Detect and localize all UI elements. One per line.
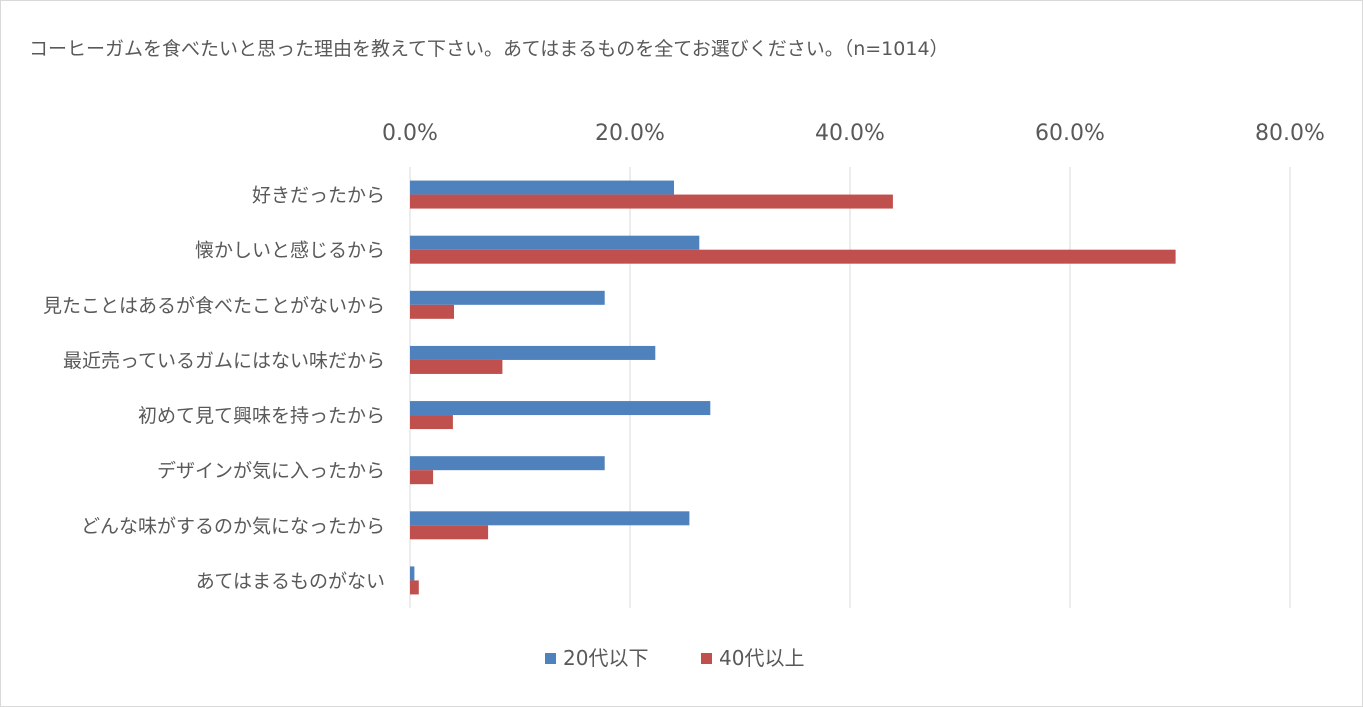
bar-series-1 — [410, 290, 605, 305]
legend: 20代以下 40代以上 — [545, 646, 804, 670]
bar-series-1 — [410, 511, 690, 526]
legend-label: 40代以上 — [719, 646, 804, 670]
bar-series-1 — [410, 456, 605, 471]
bar-series-2 — [410, 415, 453, 430]
category-labels: 好きだったから懐かしいと感じるから見たことはあるが食べたことがないから最近売って… — [43, 185, 385, 593]
chart-title: コーヒーガムを食べたいと思った理由を教えて下さい。あてはまるものを全てお選びくだ… — [29, 38, 949, 60]
category-label: 初めて見て興味を持ったから — [138, 405, 385, 427]
bar-series-2 — [410, 525, 489, 540]
bar-series-2 — [410, 470, 434, 485]
bar-series-1 — [410, 235, 700, 250]
category-label: どんな味がするのか気になったから — [81, 515, 385, 537]
category-label: 見たことはあるが食べたことがないから — [43, 295, 385, 317]
category-label: デザインが気に入ったから — [157, 460, 385, 482]
bar-series-1 — [410, 180, 674, 195]
bar-series-2 — [410, 249, 1176, 264]
legend-swatch — [545, 653, 556, 664]
bar-series-2 — [410, 580, 419, 595]
x-tick-label: 40.0% — [815, 121, 885, 146]
category-label: 好きだったから — [252, 185, 385, 207]
gridlines — [409, 167, 1291, 608]
bar-series-1 — [410, 401, 711, 416]
legend-swatch — [701, 653, 712, 664]
category-label: 懐かしいと感じるから — [195, 240, 385, 262]
category-label: あてはまるものがない — [196, 570, 385, 592]
bar-series-1 — [410, 566, 415, 581]
x-axis-ticks: 0.0% 20.0% 40.0% 60.0% 80.0% — [382, 121, 1325, 146]
bar-series-2 — [410, 359, 503, 374]
x-tick-label: 80.0% — [1255, 121, 1325, 146]
legend-label: 20代以下 — [563, 646, 648, 670]
bar-series-1 — [410, 345, 656, 360]
bars — [410, 180, 1176, 595]
x-tick-label: 0.0% — [382, 121, 438, 146]
x-tick-label: 60.0% — [1035, 121, 1105, 146]
bar-series-2 — [410, 194, 893, 209]
x-tick-label: 20.0% — [595, 121, 665, 146]
category-label: 最近売っているガムにはない味だから — [63, 350, 385, 372]
bar-series-2 — [410, 304, 454, 319]
